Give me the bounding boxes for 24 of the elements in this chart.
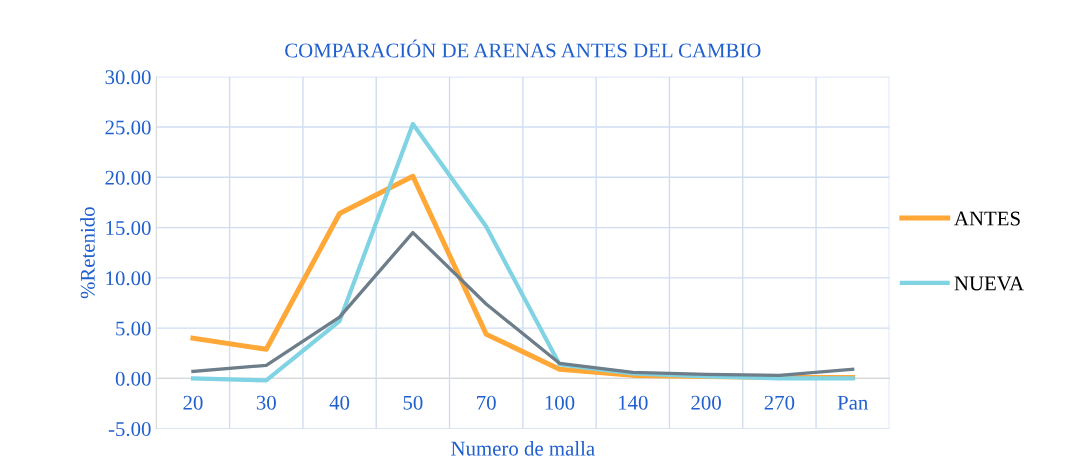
y-tick-label: -5.00 (108, 422, 151, 437)
y-tick-label: 15.00 (106, 220, 151, 236)
x-axis-title: Numero de malla (451, 440, 595, 456)
legend-label: ANTES (954, 211, 1020, 226)
y-axis-title: %Retenido (80, 207, 95, 299)
y-tick-label: 20.00 (105, 170, 151, 185)
x-tick-label: 30 (256, 395, 276, 410)
x-tick-label: 20 (183, 395, 203, 410)
chart-title: COMPARACIÓN DE ARENAS ANTES DEL CAMBIO (285, 39, 761, 58)
y-tick-label: 5.00 (116, 321, 151, 336)
x-tick-label: 140 (618, 395, 648, 410)
x-tick-label: 40 (329, 395, 350, 410)
x-tick-label: 270 (764, 395, 795, 410)
y-tick-label: 10.00 (106, 271, 151, 286)
x-tick-label: 100 (545, 395, 575, 410)
y-tick-label: 25.00 (105, 120, 151, 135)
line-series (191, 230, 855, 378)
legend-label: NUEVA (954, 276, 1024, 291)
x-tick-label: Pan (837, 395, 869, 410)
y-tick-label: 30.00 (105, 70, 151, 85)
x-tick-label: 70 (477, 395, 496, 410)
x-tick-label: 50 (403, 395, 423, 410)
x-tick-label: 200 (691, 395, 721, 410)
y-tick-label: 0.00 (115, 371, 151, 386)
